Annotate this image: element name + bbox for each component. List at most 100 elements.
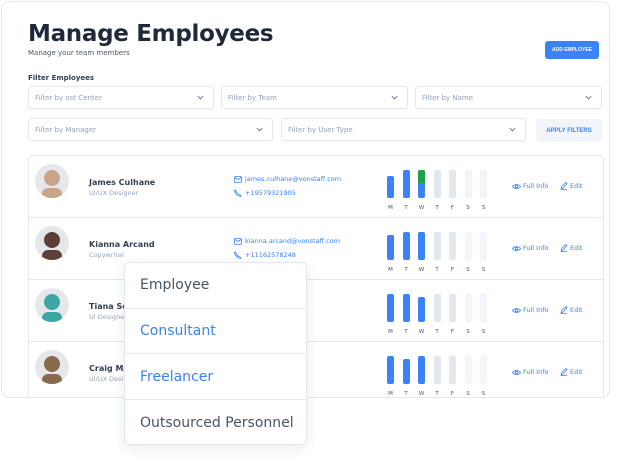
email-text: james.culhane@vonstaff.com — [245, 175, 342, 183]
full-info-link[interactable]: Full Info — [512, 306, 548, 314]
name-filter[interactable]: Filter by Name — [415, 86, 602, 109]
chevron-down-icon — [585, 95, 592, 100]
day-label: S — [481, 267, 486, 273]
day-bar — [402, 232, 410, 260]
day-bar — [387, 356, 394, 384]
day-bar — [433, 170, 441, 198]
day-label: M — [388, 205, 393, 211]
user-type-option[interactable]: Consultant — [125, 309, 306, 355]
employee-phone[interactable]: +19579321905 — [234, 189, 296, 197]
eye-icon — [512, 183, 521, 189]
day-bar — [402, 170, 410, 198]
manager-placeholder: Filter by Manager — [35, 125, 97, 134]
day-label: F — [450, 391, 455, 397]
day-label: S — [466, 205, 470, 211]
day-label: S — [481, 391, 486, 397]
day-label: T — [435, 329, 439, 335]
day-bar — [480, 232, 487, 260]
phone-text: +11162578248 — [245, 251, 296, 259]
day-label: T — [404, 391, 408, 397]
employee-name: Craig Mac — [89, 364, 134, 373]
chevron-down-icon — [197, 95, 204, 100]
day-bar — [480, 170, 487, 198]
edit-link[interactable]: Edit — [560, 306, 583, 314]
avatar — [35, 288, 69, 322]
day-bar — [433, 294, 441, 322]
edit-link[interactable]: Edit — [560, 368, 583, 376]
day-bar — [433, 232, 441, 260]
employee-email[interactable]: james.culhane@vonstaff.com — [234, 175, 341, 183]
day-label: S — [466, 329, 470, 335]
pencil-icon — [560, 368, 568, 376]
day-label: W — [418, 205, 425, 211]
day-bar — [433, 356, 441, 384]
employee-name: James Culhane — [89, 178, 156, 187]
day-bar — [449, 232, 456, 260]
full-info-label: Full Info — [523, 244, 549, 252]
full-info-link[interactable]: Full Info — [512, 244, 548, 252]
name-placeholder: Filter by Name — [422, 93, 474, 102]
day-label: T — [404, 267, 408, 273]
full-info-link[interactable]: Full Info — [512, 182, 548, 190]
full-info-label: Full Info — [523, 182, 549, 190]
employee-phone[interactable]: +11162578248 — [234, 251, 296, 259]
avatar — [35, 164, 69, 198]
employee-list: James Culhane UI/UX Designer james.culha… — [28, 155, 604, 397]
pencil-icon — [560, 244, 568, 252]
day-bar — [464, 232, 472, 260]
day-bar — [449, 294, 456, 322]
day-label: M — [388, 391, 393, 397]
day-bar — [449, 356, 456, 384]
mail-icon — [234, 175, 242, 183]
user-type-filter[interactable]: Filter by User Type — [281, 118, 526, 141]
day-bar — [418, 356, 425, 384]
employee-row: James Culhane UI/UX Designer james.culha… — [29, 156, 603, 218]
day-label: F — [450, 267, 455, 273]
employee-role: UI/UX Desi — [89, 375, 124, 383]
user-type-option[interactable]: Freelancer — [125, 354, 306, 401]
day-label: T — [435, 391, 439, 397]
team-filter[interactable]: Filter by Team — [221, 86, 408, 109]
chevron-down-icon — [509, 127, 516, 132]
overtime-segment — [418, 170, 425, 183]
edit-link[interactable]: Edit — [560, 182, 583, 190]
day-label: S — [481, 205, 486, 211]
day-bar — [480, 294, 487, 322]
manager-filter[interactable]: Filter by Manager — [28, 118, 273, 141]
day-label: T — [404, 205, 408, 211]
pencil-icon — [560, 182, 568, 190]
user-type-placeholder: Filter by User Type — [288, 125, 353, 134]
day-bar — [464, 170, 472, 198]
employee-email[interactable]: kianna.arcand@vonstaff.com — [234, 237, 340, 245]
day-bar — [449, 170, 456, 198]
day-bar — [464, 294, 472, 322]
apply-filters-button[interactable]: APPLY FILTERS — [536, 119, 602, 142]
day-bar — [418, 296, 425, 322]
employee-role: Copywriter — [89, 251, 125, 259]
day-label: F — [450, 205, 455, 211]
edit-label: Edit — [570, 306, 583, 314]
team-placeholder: Filter by Team — [228, 93, 277, 102]
edit-link[interactable]: Edit — [560, 244, 583, 252]
page-title: Manage Employees — [28, 21, 274, 47]
cost-center-filter[interactable]: Filter by ost Center — [28, 86, 214, 109]
employee-role: UI/UX Designer — [89, 189, 139, 197]
filter-label: Filter Employees — [28, 74, 95, 82]
user-type-option[interactable]: Outsourced Personnel — [140, 414, 294, 431]
eye-icon — [512, 245, 521, 251]
full-info-label: Full Info — [523, 306, 549, 314]
full-info-link[interactable]: Full Info — [512, 368, 548, 376]
day-bar — [418, 232, 425, 260]
add-employee-button[interactable]: ADD EMPLOYEE — [545, 41, 599, 59]
day-label: T — [404, 329, 408, 335]
employee-row: Tiana Sep UI Designer nstaff.comMTWTFSS … — [29, 280, 603, 342]
employee-name: Kianna Arcand — [89, 240, 155, 249]
user-type-option[interactable]: Employee — [125, 263, 306, 309]
cost-center-placeholder: Filter by ost Center — [35, 93, 102, 102]
day-label: W — [418, 391, 425, 397]
phone-text: +19579321905 — [245, 189, 296, 197]
user-type-dropdown: Employee Consultant Freelancer Outsourced P… — [124, 262, 307, 445]
